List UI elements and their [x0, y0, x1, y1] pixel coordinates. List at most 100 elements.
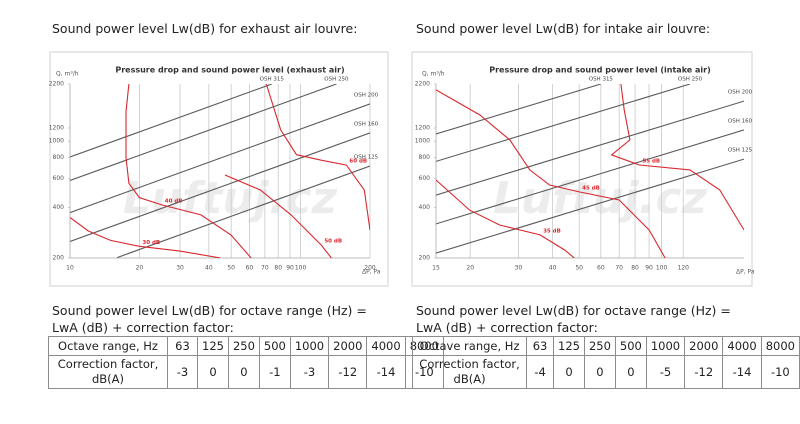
line-label: OSH 160 — [354, 121, 379, 127]
heading: Sound power level Lw(dB) for exhaust air… — [52, 21, 358, 36]
table-cell: -3 — [289, 355, 330, 389]
x-tick-label: 100 — [656, 265, 668, 272]
y-tick-label: 400 — [419, 204, 431, 211]
x-tick-label: 80 — [274, 265, 282, 272]
x-tick-label: 10 — [66, 265, 74, 272]
x-tick-label: 15 — [432, 265, 440, 272]
y-tick-label: 1200 — [49, 124, 64, 131]
series-line — [436, 179, 575, 258]
series-line — [436, 84, 601, 135]
line-label: OSH 315 — [589, 77, 614, 83]
series-line — [70, 103, 370, 214]
x-tick-label: 40 — [549, 265, 557, 272]
x-tick-label: 20 — [136, 265, 144, 272]
y-axis-label: Q, m³/h — [56, 71, 79, 78]
series-line — [70, 132, 370, 243]
line-label: OSH 250 — [678, 77, 703, 83]
curve-label: 45 dB — [582, 185, 600, 191]
x-tick-label: 40 — [205, 265, 213, 272]
series-line — [70, 84, 337, 182]
curve-label: 55 dB — [642, 158, 660, 164]
header-cell: 500 — [614, 336, 647, 356]
y-tick-label: 600 — [419, 175, 431, 182]
x-tick-label: 70 — [261, 265, 269, 272]
table-cell: -3 — [167, 355, 198, 389]
series-line — [265, 84, 370, 231]
header-cell: 8000 — [760, 336, 800, 356]
series-line — [70, 84, 272, 158]
table-row: Correction factor, dB(A) -3 0 0 -1 -3 -12 -14 -1… — [48, 355, 444, 389]
curve-label: 60 dB — [349, 159, 367, 165]
table-cell: 0 — [583, 355, 616, 389]
x-tick-label: 60 — [597, 265, 605, 272]
table-cell: -10 — [760, 355, 800, 389]
y-tick-label: 200 — [53, 255, 65, 262]
curve-label: 40 dB — [165, 198, 183, 204]
x-tick-label: 120 — [678, 265, 690, 272]
x-tick-label: 20 — [466, 265, 474, 272]
y-tick-label: 1000 — [49, 138, 64, 145]
line-label: OSH 125 — [728, 148, 753, 154]
table-caption: Sound power level Lw(dB) for octave rang… — [52, 303, 367, 335]
y-tick-label: 2200 — [415, 81, 430, 88]
series-line — [436, 158, 744, 254]
chart-title: Pressure drop and sound power level (exh… — [115, 66, 344, 75]
series-line — [436, 84, 691, 162]
x-axis-label: ΔP, Pa — [736, 269, 755, 276]
table-caption: Sound power level Lw(dB) for octave rang… — [416, 303, 731, 335]
line-label: OSH 200 — [354, 92, 379, 98]
x-tick-label: 60 — [246, 265, 254, 272]
x-tick-label: 90 — [286, 265, 294, 272]
y-tick-label: 2200 — [49, 81, 64, 88]
header-cell: Octave range, Hz — [411, 336, 528, 356]
series-line — [70, 216, 221, 258]
series-line — [436, 100, 744, 196]
heading: Sound power level Lw(dB) for intake air … — [416, 21, 711, 36]
x-tick-label: 100 — [295, 265, 307, 272]
line-label: OSH 200 — [728, 90, 753, 96]
header-cell: 1000 — [645, 336, 686, 356]
x-tick-label: 80 — [631, 265, 639, 272]
table-cell: 0 — [227, 355, 260, 389]
y-tick-label: 400 — [53, 204, 65, 211]
x-tick-label: 30 — [176, 265, 184, 272]
table-cell: -5 — [645, 355, 686, 389]
x-tick-label: 30 — [515, 265, 523, 272]
series-line — [116, 165, 370, 258]
series-line — [125, 84, 252, 258]
x-tick-label: 50 — [227, 265, 235, 272]
table-cell: -12 — [684, 355, 724, 389]
correction-table: Octave range, Hz 63 125 250 500 1000 2000 4000 8… — [411, 336, 800, 389]
curve-label: 30 dB — [142, 240, 160, 246]
chart-title: Pressure drop and sound power level (int… — [489, 66, 711, 75]
y-tick-label: 200 — [419, 255, 431, 262]
table-cell: 0 — [553, 355, 585, 389]
x-tick-label: 50 — [575, 265, 583, 272]
y-tick-label: 800 — [419, 154, 431, 161]
x-tick-label: 90 — [645, 265, 653, 272]
header-cell: 1000 — [289, 336, 330, 356]
table-row: Correction factor, dB(A) -4 0 0 0 -5 -12 -14 -10 — [411, 355, 800, 389]
line-label: OSH 160 — [728, 118, 753, 124]
table-cell: Correction factor, dB(A) — [48, 355, 168, 389]
y-tick-label: 600 — [53, 175, 65, 182]
line-label: OSH 125 — [354, 154, 379, 160]
line-label: OSH 250 — [324, 77, 349, 83]
y-tick-label: 1200 — [415, 124, 430, 131]
correction-table: Octave range, Hz 63 125 250 500 1000 2000 4000 8… — [48, 336, 444, 389]
header-cell: 2000 — [684, 336, 724, 356]
x-tick-label: 70 — [615, 265, 623, 272]
x-tick-label: 200 — [364, 265, 376, 272]
line-label: OSH 315 — [260, 77, 285, 83]
series-line — [436, 129, 744, 225]
chart-frame — [49, 51, 389, 287]
table-header-row: Octave range, Hz 63 125 250 500 1000 2000 4000 8… — [411, 336, 800, 356]
series-line — [436, 89, 666, 258]
table-cell: -4 — [526, 355, 554, 389]
watermark: Luftuj.cz — [493, 173, 708, 224]
chart-frame — [411, 51, 753, 287]
table-cell: -14 — [366, 355, 406, 389]
header-cell: Octave range, Hz — [48, 336, 168, 356]
y-tick-label: 800 — [53, 154, 65, 161]
